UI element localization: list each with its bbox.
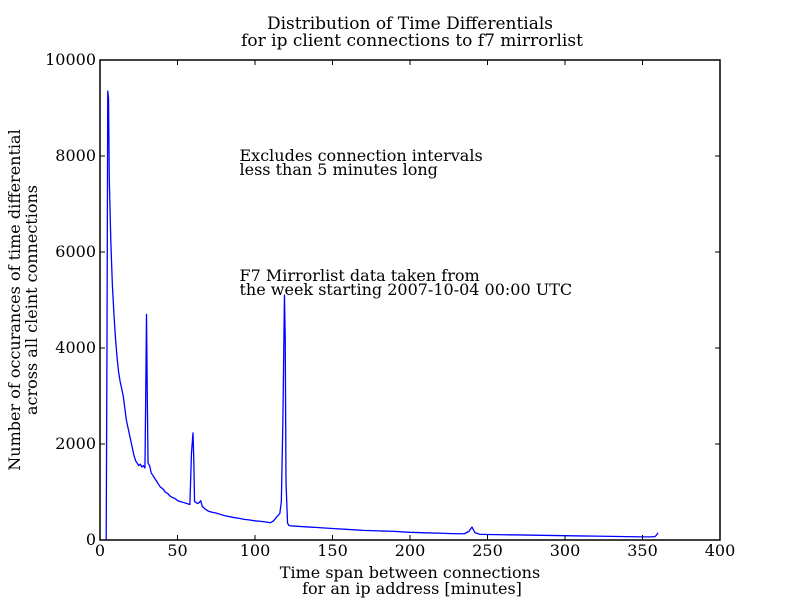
plot-frame — [99, 59, 721, 541]
x-axis-label-line-2: for an ip address [minutes] — [302, 579, 522, 598]
plot-area: 0 50 100 150 200 250 300 350 4000200040006000800… — [45, 50, 735, 560]
y-axis-label-line-1: Number of occurances of time differentia… — [5, 129, 24, 470]
series-line-0 — [105, 90, 659, 541]
y-tick-label-2000: 2000 — [55, 434, 96, 453]
x-tick-label-100: 100 — [240, 541, 271, 560]
y-tick-label-8000: 8000 — [55, 146, 96, 165]
annotation-1-line-0: F7 Mirrorlist data taken from — [240, 266, 480, 285]
y-tick-label-4000: 4000 — [55, 338, 96, 357]
annotation-0-line-0: Excludes connection intervals — [240, 146, 483, 165]
annotation-0: Excludes connection intervals less than … — [240, 146, 483, 179]
x-axis-label-line-1: Time span between connections — [280, 563, 540, 582]
x-tick-label-150: 150 — [317, 541, 348, 560]
x-tick-label-50: 50 — [167, 541, 187, 560]
x-tick-label-200: 200 — [395, 541, 426, 560]
x-tick-label-400: 400 — [705, 541, 736, 560]
chart-title: Distribution of Time Differentials for i… — [241, 14, 583, 51]
y-tick-label-10000: 10000 — [45, 50, 96, 69]
x-tick-label-250: 250 — [472, 541, 503, 560]
y-tick-label-6000: 6000 — [55, 242, 96, 261]
chart-title-line-2: for ip client connections to f7 mirrorli… — [241, 31, 583, 51]
annotation-1: F7 Mirrorlist data taken from the week s… — [240, 266, 573, 299]
x-axis-label: Time span between connections for an ip … — [280, 563, 540, 598]
annotation-0-line-1: less than 5 minutes long — [240, 160, 438, 179]
y-axis-label-line-2: across all cleint connections — [22, 185, 41, 415]
y-axis-label: Number of occurances of time differentia… — [5, 129, 41, 470]
x-tick-label-300: 300 — [550, 541, 581, 560]
annotation-1-line-1: the week starting 2007-10-04 00:00 UTC — [240, 280, 573, 299]
chart-title-line-1: Distribution of Time Differentials — [267, 14, 553, 34]
x-tick-label-0: 0 — [95, 541, 105, 560]
y-tick-label-0: 0 — [86, 530, 96, 549]
x-tick-label-350: 350 — [627, 541, 658, 560]
